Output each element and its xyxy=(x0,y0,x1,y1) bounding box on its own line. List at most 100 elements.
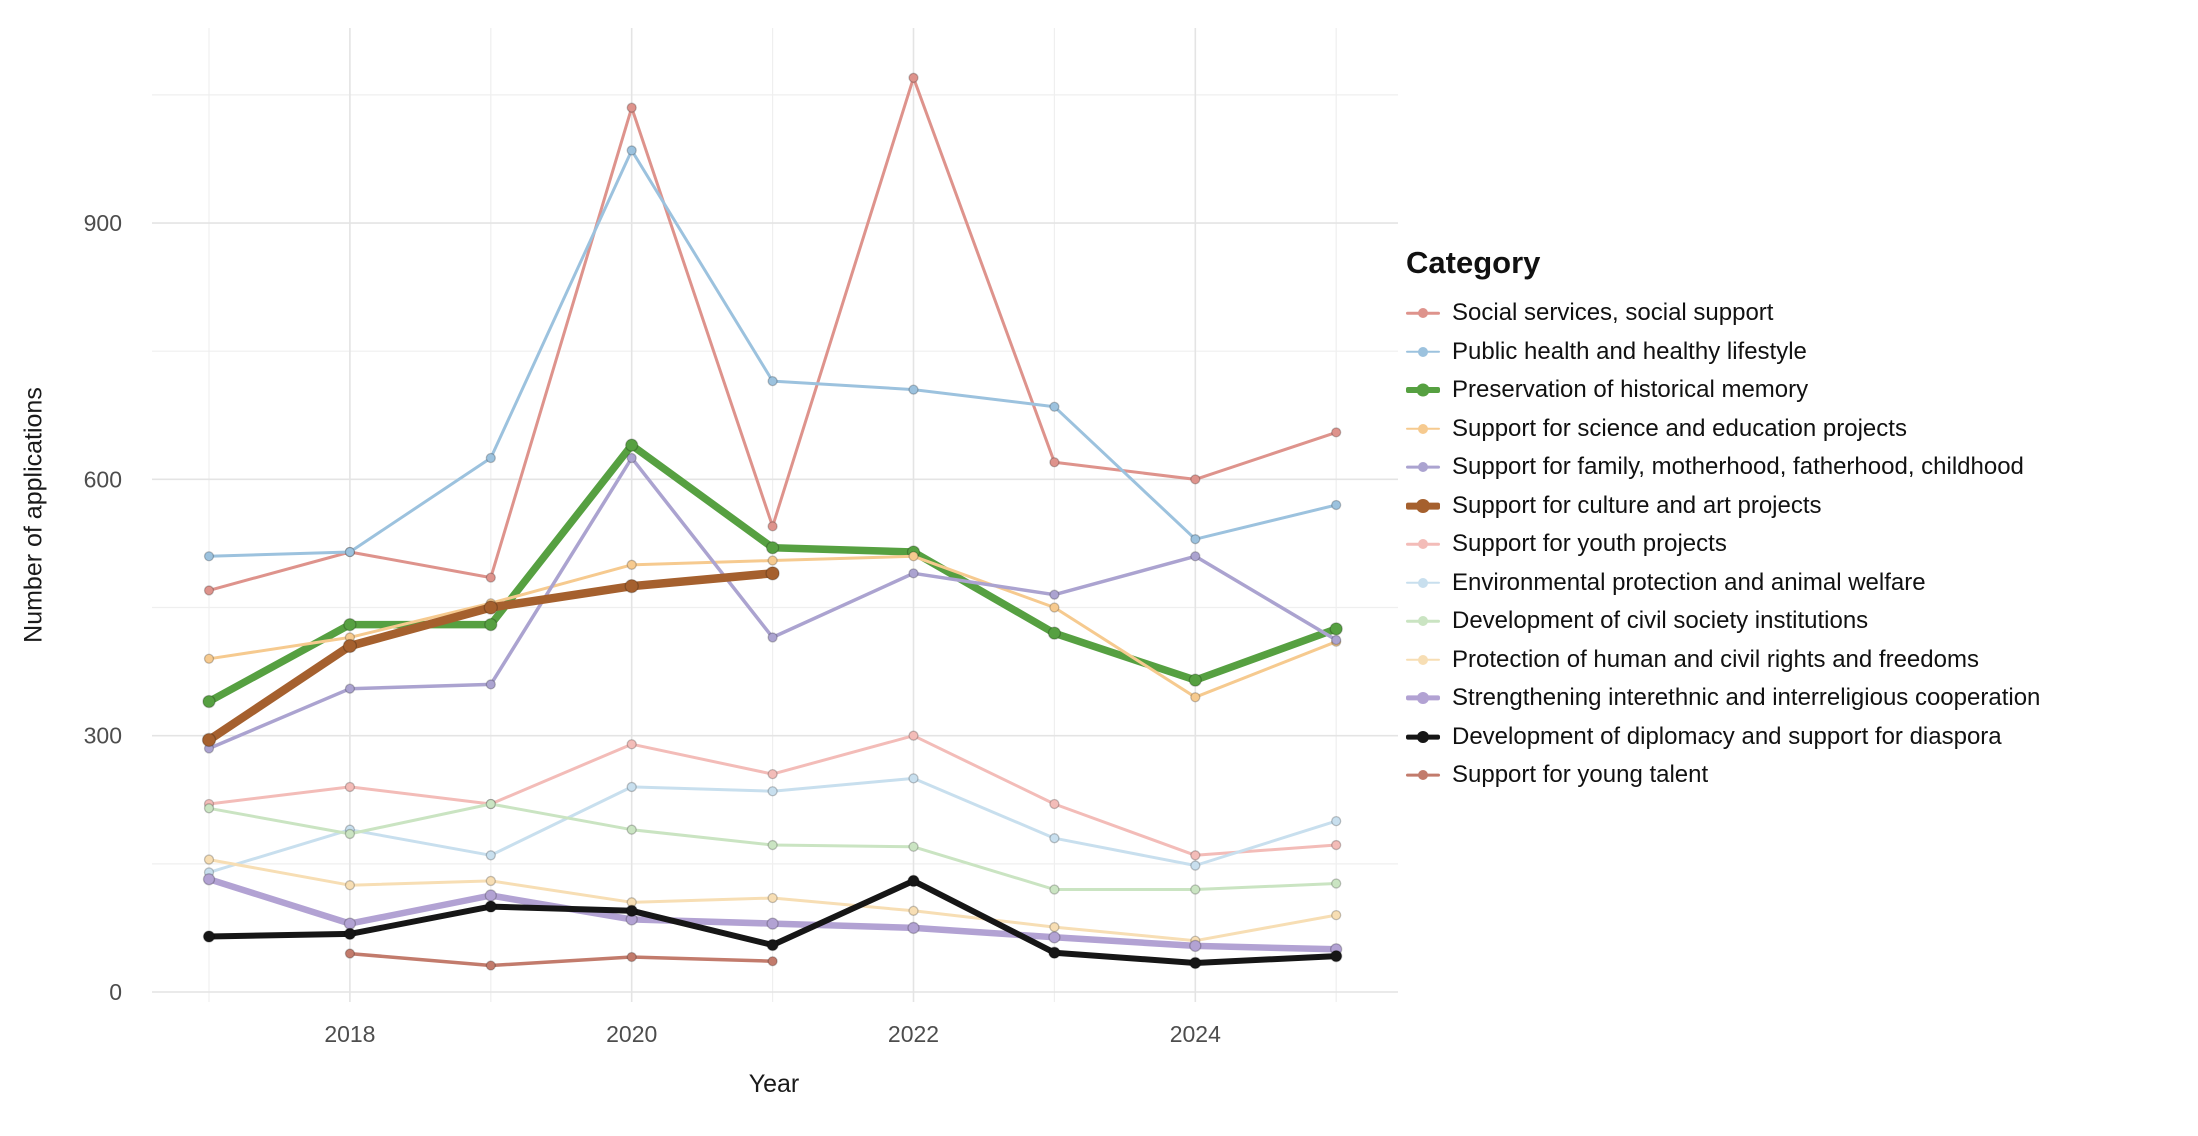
data-point xyxy=(626,145,637,156)
data-point xyxy=(343,917,357,930)
legend-item-label: Preservation of historical memory xyxy=(1452,376,1809,404)
data-point xyxy=(202,873,216,886)
data-point xyxy=(767,521,778,532)
data-point xyxy=(484,900,497,913)
y-axis-title: Number of applications xyxy=(19,387,48,643)
data-point xyxy=(767,786,778,797)
legend-key-dot xyxy=(1416,383,1430,397)
legend-key-icon xyxy=(1406,457,1440,477)
data-point xyxy=(625,438,639,452)
legend-key-dot xyxy=(1418,654,1428,665)
data-point xyxy=(908,905,919,916)
x-tick-label: 2020 xyxy=(606,1021,657,1047)
data-point xyxy=(203,653,215,664)
data-point xyxy=(1049,798,1060,810)
data-point xyxy=(908,72,919,83)
data-point xyxy=(626,824,637,835)
data-point xyxy=(1190,884,1201,895)
legend-key-dot xyxy=(1418,539,1428,550)
data-point xyxy=(908,551,919,562)
x-tick-label: 2022 xyxy=(888,1021,939,1047)
data-point xyxy=(1330,949,1343,963)
data-point xyxy=(766,917,779,930)
data-point xyxy=(343,927,357,941)
data-point xyxy=(344,546,356,558)
data-point xyxy=(908,841,919,852)
data-point xyxy=(485,679,496,690)
legend-key-icon xyxy=(1406,534,1440,554)
data-point xyxy=(1331,815,1342,827)
data-point xyxy=(485,960,496,971)
legend-item-label: Support for culture and art projects xyxy=(1452,491,1822,519)
legend-item-1: Public health and healthy lifestyle xyxy=(1406,333,2040,372)
data-point xyxy=(1190,692,1201,703)
data-point xyxy=(203,585,215,596)
data-point xyxy=(624,579,639,594)
data-point xyxy=(765,541,780,555)
legend-key-icon xyxy=(1406,303,1440,323)
legend-item-10: Strengthening interethnic and interrelig… xyxy=(1406,679,2040,718)
data-point xyxy=(203,803,215,814)
legend-key-icon xyxy=(1406,650,1440,670)
data-point xyxy=(1048,946,1061,959)
data-point xyxy=(344,683,356,694)
legend-item-label: Support for family, motherhood, fatherho… xyxy=(1452,453,2024,481)
legend-item-label: Strengthening interethnic and interrelig… xyxy=(1452,684,2041,712)
data-point xyxy=(1048,931,1061,944)
data-point xyxy=(1329,622,1343,636)
legend-item-label: Protection of human and civil rights and… xyxy=(1452,645,1979,673)
data-point xyxy=(1049,401,1060,412)
legend-key-dot xyxy=(1417,730,1429,743)
legend-key-icon xyxy=(1406,419,1440,439)
legend-key-icon xyxy=(1406,765,1440,785)
data-point xyxy=(343,617,357,632)
legend-item-2: Preservation of historical memory xyxy=(1406,371,2040,410)
data-point xyxy=(342,638,358,654)
legend-key-dot xyxy=(1418,462,1428,473)
data-point xyxy=(201,732,217,748)
y-tick-label: 300 xyxy=(84,723,122,749)
data-point xyxy=(907,921,920,935)
legend-item-7: Environmental protection and animal welf… xyxy=(1406,564,2040,603)
data-point xyxy=(626,739,637,750)
legend-item-9: Protection of human and civil rights and… xyxy=(1406,641,2040,680)
data-point xyxy=(1331,909,1342,921)
data-point xyxy=(767,956,778,967)
data-point xyxy=(908,568,919,579)
data-point xyxy=(202,694,216,709)
data-point xyxy=(1331,499,1342,511)
data-point xyxy=(1331,634,1342,646)
legend-item-label: Environmental protection and animal welf… xyxy=(1452,568,1926,596)
data-point xyxy=(1331,839,1342,851)
data-point xyxy=(626,559,637,570)
data-point xyxy=(1049,602,1060,613)
data-point xyxy=(344,828,356,840)
data-point xyxy=(1331,878,1342,889)
data-point xyxy=(485,850,496,861)
data-point xyxy=(626,781,637,793)
data-point xyxy=(907,874,920,888)
y-tick-label: 0 xyxy=(109,979,122,1005)
legend-item-label: Social services, social support xyxy=(1452,299,1774,327)
legend-key-icon xyxy=(1406,573,1440,593)
x-tick-label: 2018 xyxy=(324,1021,375,1047)
data-point xyxy=(908,773,919,784)
data-point xyxy=(1047,626,1062,640)
legend: Category Social services, social support… xyxy=(1406,246,2040,795)
data-point xyxy=(625,904,638,917)
data-point xyxy=(1188,673,1202,687)
data-point xyxy=(1049,457,1060,468)
data-point xyxy=(626,951,637,963)
data-point xyxy=(485,572,496,583)
data-point xyxy=(626,452,637,464)
data-point xyxy=(485,875,496,887)
x-axis-title: Year xyxy=(748,1070,800,1098)
data-point xyxy=(203,854,215,865)
legend-item-label: Development of diplomacy and support for… xyxy=(1452,722,2002,750)
legend-item-11: Development of diplomacy and support for… xyxy=(1406,718,2040,757)
y-tick-label: 900 xyxy=(84,210,122,236)
series-line xyxy=(348,951,775,968)
legend-item-label: Support for youth projects xyxy=(1452,530,1727,558)
